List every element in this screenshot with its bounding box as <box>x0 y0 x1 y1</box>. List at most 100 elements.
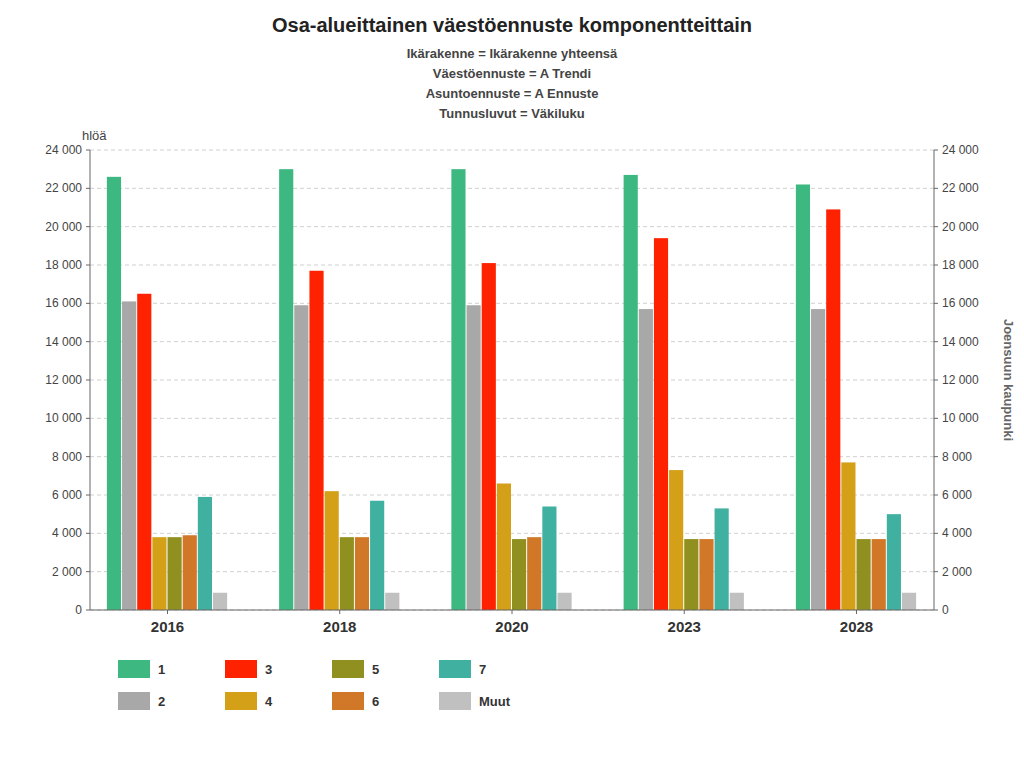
bars <box>107 169 916 610</box>
bar <box>340 537 354 610</box>
legend: 1234567Muut <box>118 660 511 710</box>
bar <box>152 537 166 610</box>
bar <box>168 537 182 610</box>
tick-mark <box>934 533 938 534</box>
tick-mark <box>86 571 90 572</box>
tick-mark <box>86 303 90 304</box>
tick-mark <box>934 418 938 419</box>
bar <box>512 539 526 610</box>
tick-mark <box>934 303 938 304</box>
legend-swatch <box>439 692 471 710</box>
legend-label: Muut <box>479 694 511 709</box>
axis-label: hlöä <box>82 128 107 143</box>
tick-mark <box>167 610 168 614</box>
tick-mark <box>856 610 857 614</box>
bar <box>811 309 825 610</box>
bar <box>557 593 571 610</box>
legend-swatch <box>332 660 364 678</box>
legend-label: 7 <box>479 662 486 677</box>
bar <box>482 263 496 610</box>
subtitle: Ikärakenne = Ikärakenne yhteensä <box>407 46 618 61</box>
tick-label: 16 000 <box>45 296 82 310</box>
category-label: 2028 <box>840 618 873 635</box>
tick-mark <box>934 571 938 572</box>
tick-mark <box>86 188 90 189</box>
bar <box>654 238 668 610</box>
bar <box>542 507 556 611</box>
y-axis <box>90 150 91 610</box>
bar <box>841 462 855 610</box>
bar <box>137 294 151 610</box>
tick-mark <box>86 456 90 457</box>
tick-label: 2 000 <box>52 565 82 579</box>
bar <box>309 271 323 610</box>
bar <box>669 470 683 610</box>
legend-label: 4 <box>265 694 273 709</box>
annotation: Joensuun kaupunki <box>1001 319 1016 441</box>
bar <box>122 301 136 610</box>
bar <box>796 185 810 611</box>
tick-label: 14 000 <box>942 335 979 349</box>
bar <box>624 175 638 610</box>
y-ticks: 002 0002 0004 0004 0006 0006 0008 0008 0… <box>45 143 979 617</box>
category-label: 2018 <box>323 618 356 635</box>
legend-label: 6 <box>372 694 379 709</box>
grid <box>90 150 934 610</box>
legend-swatch <box>225 660 257 678</box>
tick-label: 24 000 <box>45 143 82 157</box>
legend-swatch <box>439 660 471 678</box>
tick-label: 8 000 <box>942 450 972 464</box>
bar <box>639 309 653 610</box>
category-label: 2016 <box>151 618 184 635</box>
tick-label: 10 000 <box>45 411 82 425</box>
tick-label: 22 000 <box>45 181 82 195</box>
tick-label: 20 000 <box>942 220 979 234</box>
bar <box>467 305 481 610</box>
title: Osa-alueittainen väestöennuste komponent… <box>272 14 752 36</box>
bar <box>856 539 870 610</box>
bar <box>872 539 886 610</box>
legend-swatch <box>118 692 150 710</box>
bar <box>355 537 369 610</box>
tick-label: 10 000 <box>942 411 979 425</box>
bar <box>902 593 916 610</box>
legend-label: 2 <box>158 694 165 709</box>
bar <box>279 169 293 610</box>
bar <box>699 539 713 610</box>
tick-label: 0 <box>942 603 949 617</box>
tick-mark <box>684 610 685 614</box>
bar <box>497 484 511 611</box>
tick-mark <box>934 495 938 496</box>
subtitle: Väestöennuste = A Trendi <box>433 66 591 81</box>
tick-mark <box>339 610 340 614</box>
legend-swatch <box>118 660 150 678</box>
legend-label: 5 <box>372 662 379 677</box>
bar <box>451 169 465 610</box>
tick-mark <box>86 150 90 151</box>
tick-label: 18 000 <box>45 258 82 272</box>
tick-label: 4 000 <box>52 526 82 540</box>
legend-label: 1 <box>158 662 165 677</box>
tick-label: 16 000 <box>942 296 979 310</box>
tick-label: 24 000 <box>942 143 979 157</box>
bar <box>325 491 339 610</box>
category-label: 2020 <box>495 618 528 635</box>
bar <box>684 539 698 610</box>
tick-mark <box>934 341 938 342</box>
tick-mark <box>934 226 938 227</box>
tick-label: 6 000 <box>942 488 972 502</box>
subtitle: Asuntoennuste = A Ennuste <box>426 86 599 101</box>
tick-mark <box>86 610 90 611</box>
tick-label: 8 000 <box>52 450 82 464</box>
tick-label: 2 000 <box>942 565 972 579</box>
tick-label: 18 000 <box>942 258 979 272</box>
tick-mark <box>86 418 90 419</box>
tick-mark <box>86 380 90 381</box>
tick-mark <box>934 265 938 266</box>
tick-label: 6 000 <box>52 488 82 502</box>
legend-swatch <box>332 692 364 710</box>
tick-mark <box>86 265 90 266</box>
tick-label: 4 000 <box>942 526 972 540</box>
bar <box>294 305 308 610</box>
tick-label: 14 000 <box>45 335 82 349</box>
